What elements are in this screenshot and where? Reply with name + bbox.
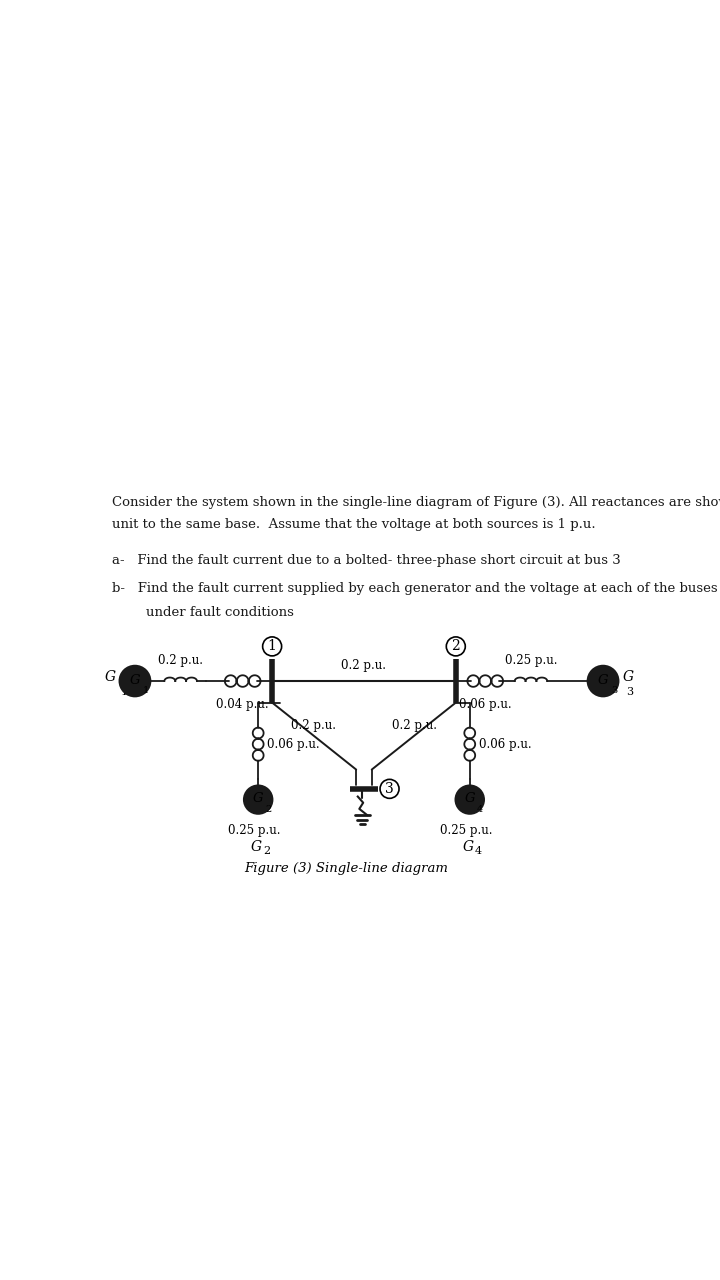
Text: Consider the system shown in the single-line diagram of Figure (3). All reactanc: Consider the system shown in the single-…: [112, 497, 720, 509]
Text: 4: 4: [477, 805, 483, 814]
Text: b-   Find the fault current supplied by each generator and the voltage at each o: b- Find the fault current supplied by ea…: [112, 582, 720, 595]
Text: 0.06 p.u.: 0.06 p.u.: [459, 698, 512, 710]
Text: 2: 2: [263, 846, 270, 856]
Text: 3: 3: [626, 687, 634, 698]
Circle shape: [588, 666, 618, 696]
Text: 0.06 p.u.: 0.06 p.u.: [267, 737, 320, 750]
Text: 2: 2: [451, 640, 460, 653]
Text: 0.25 p.u.: 0.25 p.u.: [228, 824, 281, 837]
Text: 0.25 p.u.: 0.25 p.u.: [440, 824, 492, 837]
Text: 1: 1: [143, 686, 149, 695]
Text: G: G: [253, 792, 264, 805]
Text: 4: 4: [474, 846, 482, 856]
Text: 1: 1: [268, 640, 276, 653]
Text: under fault conditions: under fault conditions: [112, 605, 294, 618]
Circle shape: [244, 786, 272, 814]
Text: G: G: [463, 840, 474, 854]
Text: G: G: [598, 673, 608, 687]
Text: 2: 2: [266, 805, 271, 814]
Text: 0.06 p.u.: 0.06 p.u.: [479, 737, 531, 750]
Text: G: G: [104, 671, 116, 685]
Text: a-   Find the fault current due to a bolted- three-phase short circuit at bus 3: a- Find the fault current due to a bolte…: [112, 554, 621, 567]
Text: 0.2 p.u.: 0.2 p.u.: [392, 719, 437, 732]
Circle shape: [456, 786, 484, 814]
Text: G: G: [622, 671, 634, 685]
Text: G: G: [130, 673, 140, 687]
Text: 0.25 p.u.: 0.25 p.u.: [505, 654, 557, 667]
Text: 3: 3: [611, 686, 617, 695]
Text: G: G: [251, 840, 262, 854]
Text: 0.2 p.u.: 0.2 p.u.: [341, 659, 387, 672]
Text: Figure (3) Single-line diagram: Figure (3) Single-line diagram: [244, 861, 448, 876]
Text: unit to the same base.  Assume that the voltage at both sources is 1 p.u.: unit to the same base. Assume that the v…: [112, 518, 595, 531]
Text: 3: 3: [385, 782, 394, 796]
Text: 0.2 p.u.: 0.2 p.u.: [158, 654, 203, 667]
Text: 0.2 p.u.: 0.2 p.u.: [291, 719, 336, 732]
Text: 1: 1: [121, 687, 128, 698]
Text: 0.04 p.u.: 0.04 p.u.: [217, 698, 269, 710]
Text: G: G: [464, 792, 475, 805]
Circle shape: [120, 666, 150, 696]
